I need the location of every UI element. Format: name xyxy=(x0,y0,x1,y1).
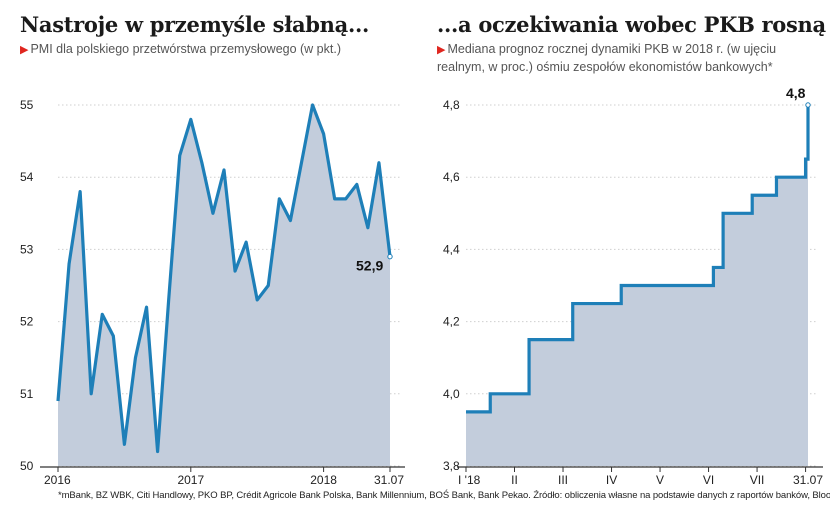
right-chart-subtitle: ▶ Mediana prognoz rocznej dynamiki PKB w … xyxy=(437,41,787,76)
x-tick-label: VII xyxy=(750,473,765,487)
y-tick-label: 3,8 xyxy=(443,459,460,473)
right-chart-panel: 3,8 4,0 4,2 4,4 4,6 4,8 4,8 I '18 II III IV V VI VII 3… xyxy=(415,0,830,490)
red-triangle-icon: ▶ xyxy=(20,44,29,56)
y-tick-label: 53 xyxy=(20,242,34,256)
x-tick-label: 2016 xyxy=(44,473,71,487)
x-tick-label: IV xyxy=(606,473,617,487)
y-tick-label: 50 xyxy=(20,459,34,473)
y-tick-label: 51 xyxy=(20,387,34,401)
left-subtitle-text: PMI dla polskiego przetwórstwa przemysło… xyxy=(30,42,341,56)
y-tick-label: 55 xyxy=(20,98,34,112)
y-tick-label: 52 xyxy=(20,315,34,329)
y-tick-label: 4,0 xyxy=(443,387,460,401)
red-triangle-icon: ▶ xyxy=(437,44,446,56)
last-point-marker xyxy=(387,253,393,260)
right-subtitle-text: Mediana prognoz rocznej dynamiki PKB w 2… xyxy=(437,42,777,74)
x-tick-label: 2018 xyxy=(310,473,337,487)
x-tick-label: II xyxy=(511,473,518,487)
y-tick-label: 4,2 xyxy=(443,315,460,329)
last-value-label: 4,8 xyxy=(786,85,806,101)
gdp-forecast-chart: 3,84,04,24,44,64,84,8I '18 II III IV V VI VII 3… xyxy=(443,85,823,487)
x-tick-label: 31.07 xyxy=(374,473,404,487)
x-tick-label: 2017 xyxy=(177,473,204,487)
x-tick-label: 31.07 xyxy=(793,473,823,487)
pmi-chart: 50 51 52 53 54 55 52,9 2016 2017 2018 31.07 xyxy=(20,98,405,487)
y-tick-label: 4,4 xyxy=(443,242,460,256)
area-fill xyxy=(58,105,390,466)
left-chart-panel: 50 51 52 53 54 55 52,9 2016 2017 2018 31.07 Nastro… xyxy=(0,0,415,490)
y-tick-label: 4,8 xyxy=(443,98,460,112)
y-tick-label: 54 xyxy=(20,170,34,184)
left-chart-subtitle: ▶ PMI dla polskiego przetwórstwa przemysł… xyxy=(20,41,360,59)
x-tick-label: VI xyxy=(703,473,714,487)
last-point-marker xyxy=(805,102,811,108)
right-chart-title: ...a oczekiwania wobec PKB rosną xyxy=(437,12,826,37)
footnote: *mBank, BZ WBK, Citi Handlowy, PKO BP, C… xyxy=(58,490,830,501)
last-value-label: 52,9 xyxy=(356,258,383,274)
y-tick-label: 4,6 xyxy=(443,170,460,184)
x-tick-label: I '18 xyxy=(458,473,481,487)
x-tick-label: III xyxy=(558,473,568,487)
left-chart-title: Nastroje w przemyśle słabną... xyxy=(20,12,369,37)
x-tick-label: V xyxy=(656,473,664,487)
